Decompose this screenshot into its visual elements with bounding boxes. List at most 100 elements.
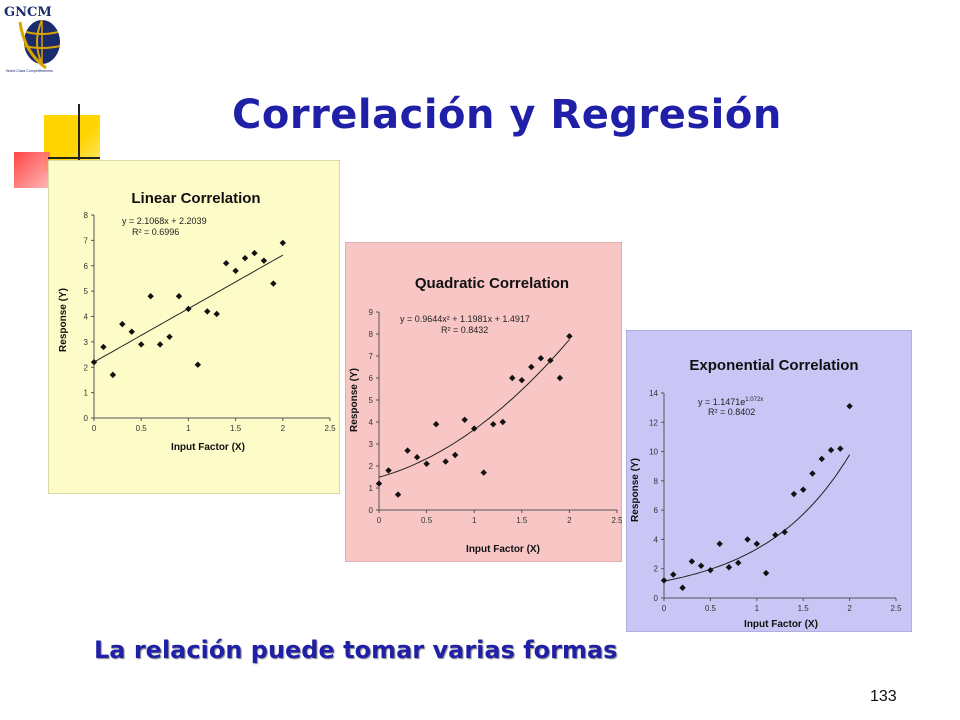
- quadratic-chart-xlabel: Input Factor (X): [466, 544, 540, 555]
- data-point: [697, 562, 705, 569]
- x-tick-label: 1: [472, 516, 477, 525]
- data-point: [846, 402, 853, 410]
- data-point: [194, 361, 202, 368]
- x-tick-label: 2: [281, 424, 286, 433]
- data-point: [423, 460, 430, 467]
- exponential-chart-ylabel: Response (Y): [630, 458, 641, 522]
- data-point: [166, 333, 173, 340]
- data-point: [222, 260, 230, 267]
- y-tick-label: 4: [369, 418, 374, 427]
- data-point: [432, 421, 440, 428]
- x-tick-label: 2: [847, 604, 852, 613]
- data-point: [100, 343, 107, 351]
- exponential-trendline: [663, 454, 851, 582]
- data-point: [528, 363, 535, 371]
- data-point: [499, 418, 506, 426]
- data-point: [413, 454, 421, 461]
- exponential-chart-xlabel: Input Factor (X): [744, 619, 818, 630]
- y-tick-label: 6: [369, 374, 374, 383]
- y-tick-label: 7: [84, 236, 89, 245]
- slide-title: Correlación y Regresión: [232, 92, 782, 138]
- logo-name: GNCM: [4, 5, 52, 20]
- data-point: [119, 320, 126, 328]
- data-point: [175, 293, 183, 300]
- y-tick-label: 0: [654, 594, 659, 603]
- data-point: [260, 257, 268, 264]
- x-tick-label: 0.5: [705, 604, 717, 613]
- data-point: [279, 239, 286, 247]
- data-point: [394, 491, 402, 498]
- linear-chart-equation: y = 2.1068x + 2.2039: [122, 216, 207, 226]
- linear-chart-ylabel: Response (Y): [58, 288, 69, 352]
- y-tick-label: 6: [654, 506, 659, 515]
- y-tick-label: 5: [369, 396, 374, 405]
- y-tick-label: 4: [84, 313, 89, 322]
- data-point: [251, 249, 258, 257]
- logo-tagline: World Class Competitiveness: [6, 69, 53, 73]
- data-point: [147, 293, 154, 300]
- quadratic-correlation-chart: Quadratic Correlation y = 0.9644x² + 1.1…: [345, 242, 622, 562]
- x-tick-label: 0: [92, 424, 97, 433]
- exponential-chart-equation: y = 1.1471e1.072x: [698, 397, 763, 407]
- x-tick-label: 1: [186, 424, 191, 433]
- y-tick-label: 3: [84, 338, 89, 347]
- y-tick-label: 5: [84, 287, 89, 296]
- data-point: [471, 425, 478, 432]
- data-point: [660, 577, 668, 584]
- data-point: [90, 358, 98, 366]
- quadratic-chart-ylabel: Response (Y): [349, 368, 360, 432]
- data-point: [725, 564, 733, 571]
- y-tick-label: 9: [369, 308, 374, 317]
- data-point: [185, 305, 192, 313]
- page-number: 133: [870, 688, 897, 705]
- quadratic-chart-background: [345, 242, 622, 562]
- data-point: [556, 374, 564, 382]
- x-tick-label: 0.5: [136, 424, 148, 433]
- y-tick-label: 1: [369, 484, 374, 493]
- quadratic-chart-title: Quadratic Correlation: [415, 275, 569, 292]
- y-tick-label: 8: [369, 330, 374, 339]
- x-tick-label: 2.5: [890, 604, 902, 613]
- y-tick-label: 3: [369, 440, 374, 449]
- exponential-equation-base: y = 1.1471e: [698, 397, 745, 407]
- exponential-chart-title: Exponential Correlation: [689, 357, 858, 374]
- data-point: [128, 328, 135, 335]
- y-tick-label: 2: [369, 462, 374, 471]
- x-tick-label: 2.5: [324, 424, 336, 433]
- data-point: [213, 310, 220, 318]
- exponential-chart-r2: R² = 0.8402: [708, 407, 755, 417]
- data-point: [404, 447, 411, 454]
- x-tick-label: 1: [755, 604, 760, 613]
- data-point: [109, 371, 117, 379]
- y-tick-label: 0: [84, 414, 89, 423]
- y-tick-label: 0: [369, 506, 374, 515]
- x-tick-label: 1.5: [230, 424, 242, 433]
- quadratic-chart-r2: R² = 0.8432: [441, 325, 488, 335]
- y-tick-label: 2: [654, 565, 659, 574]
- linear-chart-r2: R² = 0.6996: [132, 227, 179, 237]
- y-tick-label: 4: [654, 535, 659, 544]
- data-point: [451, 451, 459, 459]
- x-tick-label: 0.5: [421, 516, 433, 525]
- gncm-logo: GNCM World Class Competitiveness: [2, 2, 64, 76]
- linear-correlation-chart: Linear Correlation y = 2.1068x + 2.2039 …: [48, 160, 340, 494]
- x-tick-label: 0: [377, 516, 382, 525]
- decor-red-square: [14, 152, 50, 188]
- linear-chart-background: [48, 160, 340, 494]
- y-tick-label: 7: [369, 352, 374, 361]
- y-tick-label: 14: [649, 389, 658, 398]
- data-point: [679, 584, 686, 591]
- y-tick-label: 6: [84, 262, 89, 271]
- y-tick-label: 8: [84, 211, 89, 220]
- decor-horizontal-line: [48, 157, 100, 159]
- exponential-correlation-chart: Exponential Correlation y = 1.1471e1.072…: [626, 330, 912, 632]
- data-point: [442, 458, 449, 465]
- data-point: [385, 467, 392, 474]
- x-tick-label: 2.5: [611, 516, 622, 525]
- data-point: [818, 455, 825, 463]
- x-tick-label: 1.5: [798, 604, 810, 613]
- y-tick-label: 8: [654, 477, 659, 486]
- x-tick-label: 0: [662, 604, 667, 613]
- data-point: [490, 421, 497, 428]
- x-tick-label: 2: [567, 516, 572, 525]
